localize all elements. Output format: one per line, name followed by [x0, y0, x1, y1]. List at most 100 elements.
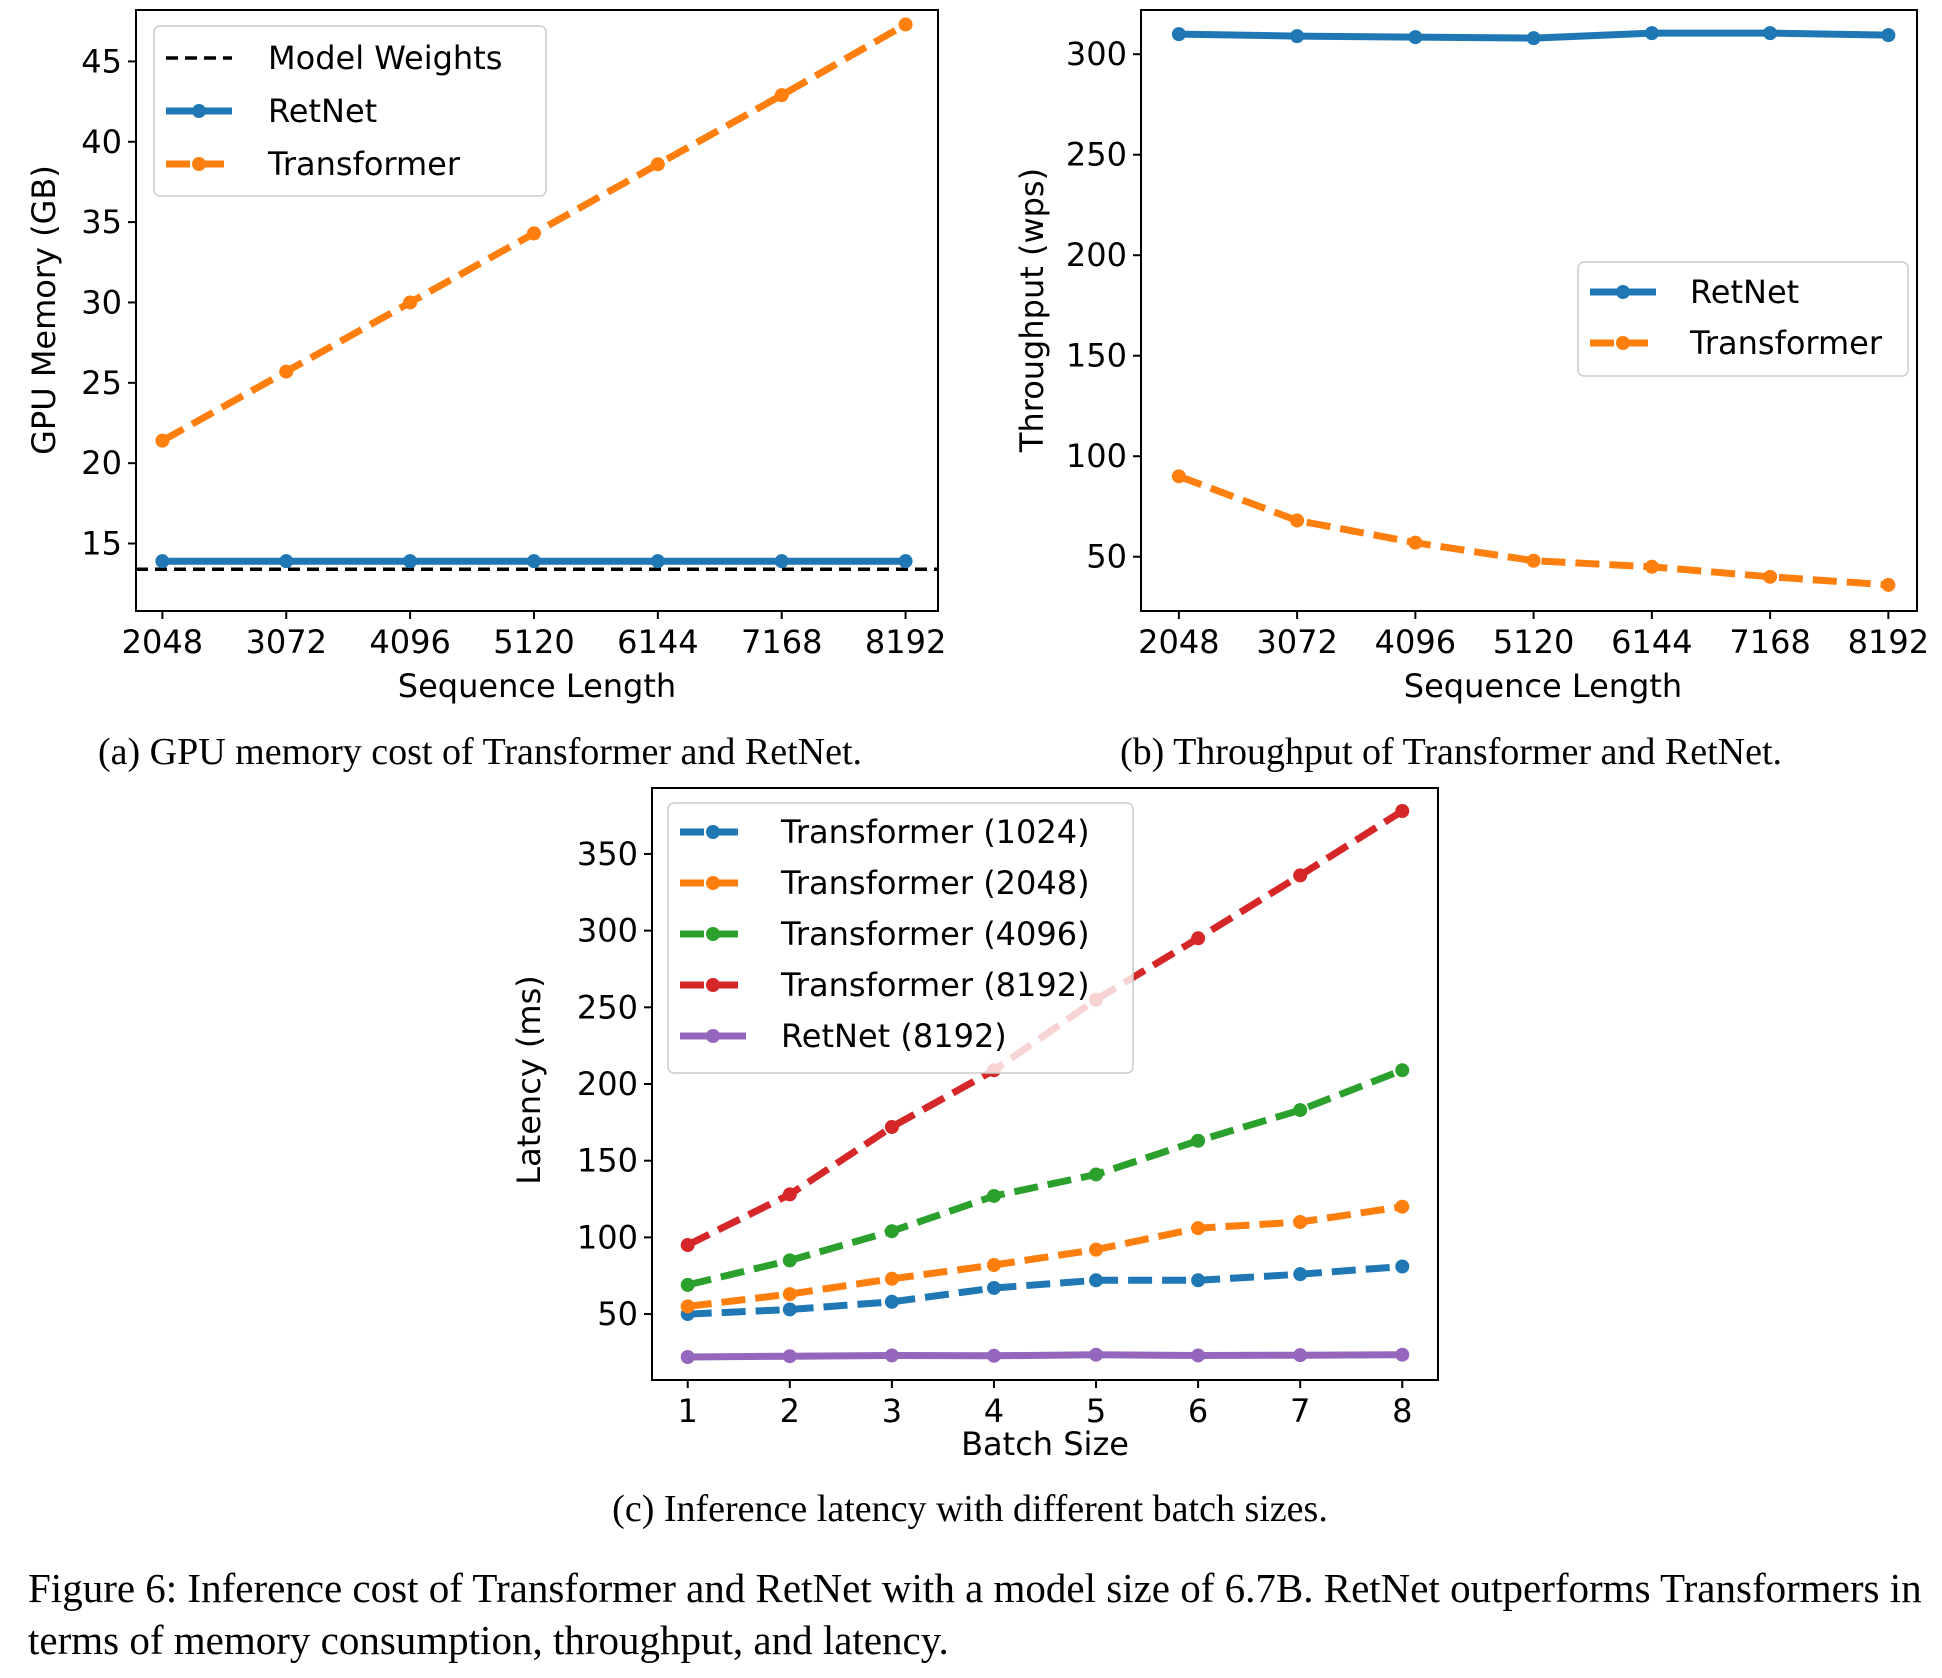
data-point-retnet-8192 — [680, 1349, 695, 1364]
x-tick-label: 8192 — [1848, 623, 1929, 661]
x-tick-label: 2048 — [122, 623, 203, 661]
x-axis-label: Batch Size — [961, 1425, 1129, 1463]
y-tick-label: 45 — [81, 42, 122, 80]
data-point-retnet — [1408, 30, 1423, 45]
y-tick-label: 30 — [81, 283, 122, 321]
data-point-transformer — [279, 364, 294, 379]
data-point-retnet — [1881, 28, 1896, 43]
x-tick-label: 7 — [1290, 1392, 1310, 1430]
caption-a: (a) GPU memory cost of Transformer and R… — [97, 731, 863, 773]
data-point-transformer-8192 — [884, 1119, 899, 1134]
data-point-transformer-4096 — [1395, 1063, 1410, 1078]
data-point-retnet — [403, 554, 418, 569]
data-point-retnet — [526, 554, 541, 569]
data-point-transformer-4096 — [1089, 1167, 1104, 1182]
legend-label-retnet-8192: RetNet (8192) — [781, 1017, 1007, 1055]
data-point-retnet — [650, 554, 665, 569]
data-point-transformer — [898, 17, 913, 32]
data-point-transformer-2048 — [884, 1271, 899, 1286]
x-tick-label: 3072 — [246, 623, 327, 661]
data-point-retnet-8192 — [1191, 1348, 1206, 1363]
x-tick-label: 6 — [1188, 1392, 1208, 1430]
data-point-retnet — [898, 554, 913, 569]
legend-marker-transformer — [1616, 336, 1630, 350]
legend-label-transformer-1024: Transformer (1024) — [780, 813, 1090, 851]
data-point-transformer-2048 — [782, 1287, 797, 1302]
legend-label-transformer-8192: Transformer (8192) — [780, 966, 1090, 1004]
data-point-transformer-8192 — [782, 1187, 797, 1202]
y-tick-label: 150 — [1066, 337, 1127, 375]
x-tick-label: 8 — [1392, 1392, 1412, 1430]
x-tick-label: 4 — [984, 1392, 1004, 1430]
data-point-transformer-1024 — [986, 1280, 1001, 1295]
y-tick-label: 35 — [81, 203, 122, 241]
data-point-transformer — [650, 157, 665, 172]
caption-c: (c) Inference latency with different bat… — [612, 1488, 1328, 1530]
data-point-transformer-2048 — [1293, 1215, 1308, 1230]
data-point-transformer-2048 — [680, 1299, 695, 1314]
data-point-retnet — [155, 554, 170, 569]
x-tick-label: 6144 — [617, 623, 698, 661]
x-axis-label: Sequence Length — [398, 667, 676, 705]
y-tick-label: 50 — [597, 1295, 638, 1333]
y-tick-label: 25 — [81, 364, 122, 402]
x-tick-label: 4096 — [369, 623, 450, 661]
legend-label-transformer: Transformer — [267, 145, 461, 183]
data-point-transformer — [1763, 569, 1778, 584]
y-tick-label: 100 — [577, 1218, 638, 1256]
figure-caption: Figure 6: Inference cost of Transformer … — [28, 1565, 1922, 1663]
data-point-transformer-4096 — [680, 1277, 695, 1292]
y-tick-label: 40 — [81, 123, 122, 161]
legend-marker-transformer-2048 — [706, 876, 720, 890]
x-tick-label: 5120 — [493, 623, 574, 661]
data-point-retnet — [1290, 29, 1305, 44]
legend-marker-retnet-8192 — [706, 1029, 720, 1043]
data-point-transformer-1024 — [1191, 1273, 1206, 1288]
y-tick-label: 350 — [577, 835, 638, 873]
caption-b: (b) Throughput of Transformer and RetNet… — [1119, 731, 1783, 773]
data-point-transformer — [403, 295, 418, 310]
series-line-transformer-4096 — [686, 1066, 1404, 1289]
data-point-transformer — [1526, 553, 1541, 568]
data-point-transformer — [1881, 577, 1896, 592]
y-tick-label: 300 — [1066, 35, 1127, 73]
legend-frame — [1577, 261, 1909, 377]
data-point-retnet — [774, 554, 789, 569]
legend-marker-transformer-1024 — [706, 825, 720, 839]
y-tick-label: 250 — [577, 988, 638, 1026]
y-tick-label: 100 — [1066, 437, 1127, 475]
y-tick-label: 200 — [577, 1065, 638, 1103]
data-point-transformer-2048 — [1191, 1221, 1206, 1236]
legend-frame — [667, 802, 1134, 1074]
x-tick-label: 7168 — [741, 623, 822, 661]
data-point-transformer-1024 — [782, 1302, 797, 1317]
x-tick-label: 1 — [678, 1392, 698, 1430]
data-point-transformer-8192 — [680, 1238, 695, 1253]
y-tick-label: 15 — [81, 525, 122, 563]
data-point-retnet — [1763, 26, 1778, 41]
data-point-transformer-2048 — [986, 1257, 1001, 1272]
data-point-transformer-4096 — [1191, 1133, 1206, 1148]
data-point-transformer-1024 — [1089, 1273, 1104, 1288]
legend-marker-retnet — [1616, 285, 1630, 299]
plot-frame — [1140, 9, 1918, 612]
data-point-transformer — [1644, 559, 1659, 574]
series-line-transformer-2048 — [687, 1203, 1403, 1310]
data-point-transformer-8192 — [1395, 804, 1410, 819]
legend-marker-retnet — [192, 104, 206, 118]
data-point-retnet-8192 — [884, 1348, 899, 1363]
data-point-retnet-8192 — [1089, 1347, 1104, 1362]
x-tick-label: 5 — [1086, 1392, 1106, 1430]
data-point-transformer-4096 — [1293, 1103, 1308, 1118]
x-tick-label: 5120 — [1493, 623, 1574, 661]
legend-label-retnet: RetNet — [1690, 273, 1799, 311]
data-point-transformer-2048 — [1395, 1199, 1410, 1214]
y-tick-label: 300 — [577, 912, 638, 950]
data-point-transformer — [1408, 535, 1423, 550]
data-point-transformer-1024 — [1293, 1267, 1308, 1282]
y-tick-label: 250 — [1066, 136, 1127, 174]
y-tick-label: 50 — [1086, 538, 1127, 576]
legend: Transformer (1024) Transformer (2048) Tr… — [667, 802, 1134, 1074]
